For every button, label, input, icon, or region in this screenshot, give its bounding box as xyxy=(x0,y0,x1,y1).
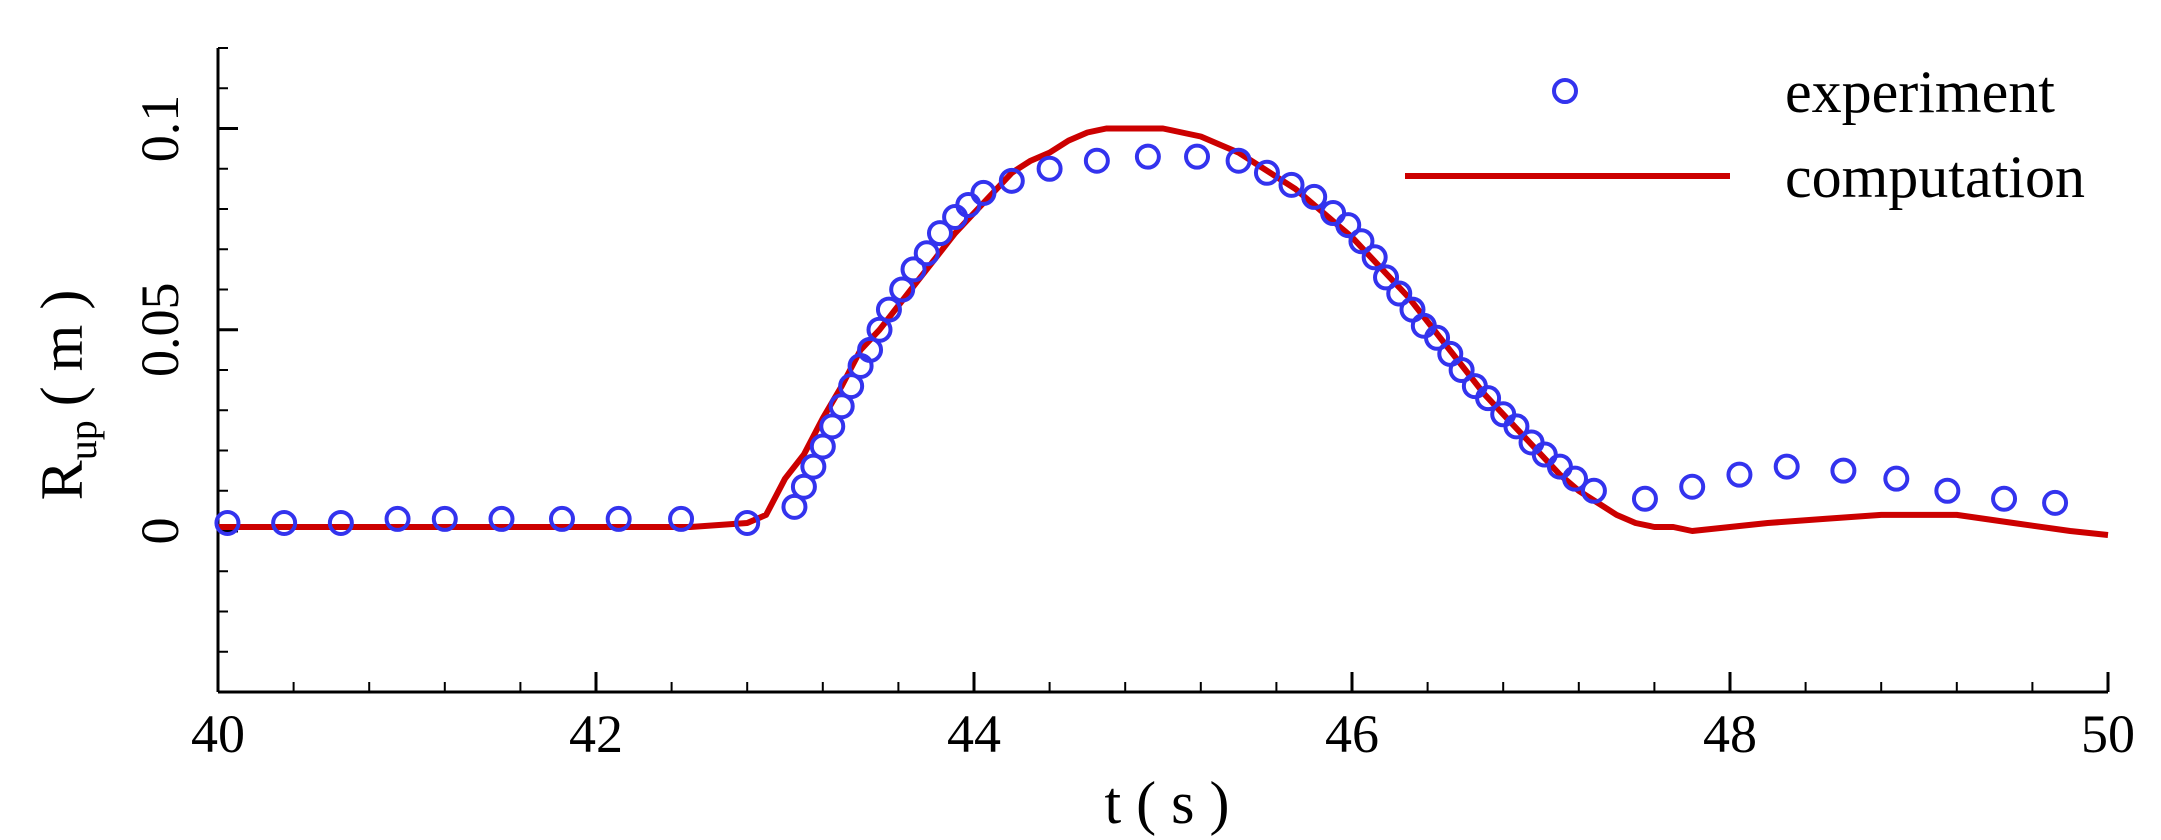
data-point-experiment xyxy=(900,256,927,283)
y-axis-title-sub: up xyxy=(60,420,105,460)
data-point-experiment xyxy=(1184,143,1211,170)
data-point-experiment xyxy=(1726,461,1753,488)
legend: experiment computation xyxy=(1405,59,2085,210)
y-tick-label: 0.1 xyxy=(130,95,190,163)
x-tick-label: 42 xyxy=(569,704,623,764)
data-point-experiment xyxy=(790,473,817,500)
svg-text:Rup( m ): Rup ( m ) xyxy=(29,290,105,501)
data-point-experiment xyxy=(668,505,695,532)
data-point-experiment xyxy=(1253,159,1280,186)
y-axis-title-main: R xyxy=(29,460,95,500)
x-tick-label: 40 xyxy=(191,704,245,764)
data-point-experiment xyxy=(1475,385,1502,412)
data-point-experiment xyxy=(838,373,865,400)
data-point-experiment xyxy=(875,296,902,323)
data-point-experiment xyxy=(1225,147,1252,174)
data-point-experiment xyxy=(734,509,761,536)
legend-label-experiment: experiment xyxy=(1785,59,2055,125)
data-point-experiment xyxy=(1134,143,1161,170)
data-point-experiment xyxy=(809,433,836,460)
data-point-experiment xyxy=(1830,457,1857,484)
x-tick-label: 50 xyxy=(2081,704,2135,764)
data-point-experiment xyxy=(2042,489,2069,516)
data-point-experiment xyxy=(1361,244,1388,271)
data-point-experiment xyxy=(955,191,982,218)
y-tick-label: 0 xyxy=(130,518,190,545)
x-tick-label: 48 xyxy=(1703,704,1757,764)
data-point-experiment xyxy=(488,505,515,532)
data-point-experiment xyxy=(548,505,575,532)
x-tick-label: 46 xyxy=(1325,704,1379,764)
plot-area xyxy=(214,125,2109,538)
data-point-experiment xyxy=(998,167,1025,194)
data-point-experiment xyxy=(800,453,827,480)
data-point-experiment xyxy=(1301,183,1328,210)
data-point-experiment xyxy=(1580,477,1607,504)
data-point-experiment xyxy=(271,509,298,536)
data-point-experiment xyxy=(970,179,997,206)
data-point-experiment xyxy=(1386,280,1413,307)
y-axis-title-unit: ( m ) xyxy=(29,290,95,407)
data-point-experiment xyxy=(889,276,916,303)
x-tick-label: 44 xyxy=(947,704,1001,764)
data-point-experiment xyxy=(1036,155,1063,182)
data-point-experiment xyxy=(1348,228,1375,255)
data-point-experiment xyxy=(926,220,953,247)
data-point-experiment xyxy=(1335,212,1362,239)
data-point-experiment xyxy=(1631,485,1658,512)
data-point-experiment xyxy=(1679,473,1706,500)
data-point-experiment xyxy=(857,336,884,363)
data-point-experiment xyxy=(1934,477,1961,504)
data-point-experiment xyxy=(913,240,940,267)
data-point-experiment xyxy=(1373,264,1400,291)
data-point-experiment xyxy=(828,393,855,420)
data-point-experiment xyxy=(1278,171,1305,198)
data-point-experiment xyxy=(819,413,846,440)
data-point-experiment xyxy=(1503,413,1530,440)
data-point-experiment xyxy=(942,204,969,231)
data-point-experiment xyxy=(781,493,808,520)
data-point-experiment xyxy=(1083,147,1110,174)
data-point-experiment xyxy=(431,505,458,532)
data-point-experiment xyxy=(1883,465,1910,492)
data-point-experiment xyxy=(1424,324,1451,351)
data-point-experiment xyxy=(1991,485,2018,512)
data-point-experiment xyxy=(1773,453,1800,480)
data-point-experiment xyxy=(866,316,893,343)
data-point-experiment xyxy=(1448,357,1475,383)
data-point-experiment xyxy=(384,505,411,532)
data-point-experiment xyxy=(1562,465,1589,492)
y-tick-label: 0.05 xyxy=(130,283,190,378)
legend-marker-experiment xyxy=(1552,78,1578,104)
data-point-experiment xyxy=(605,505,632,532)
x-axis-title: t ( s ) xyxy=(1105,770,1230,836)
data-point-experiment xyxy=(214,509,241,536)
legend-label-computation: computation xyxy=(1785,144,2085,210)
axis-ticks: 40 42 44 46 48 50 0 0.05 0.1 xyxy=(130,47,2135,764)
y-axis-title: Rup ( m ) xyxy=(29,290,105,501)
data-point-experiment xyxy=(327,509,354,536)
